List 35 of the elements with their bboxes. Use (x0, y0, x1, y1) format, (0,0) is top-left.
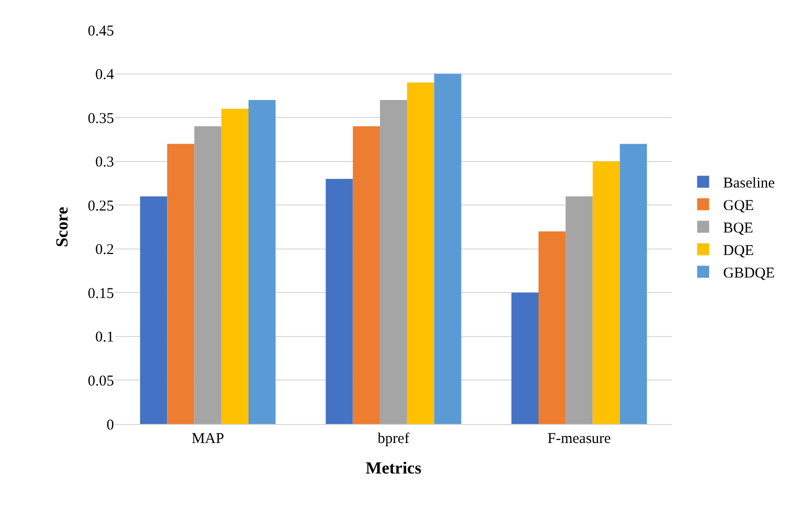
legend-label: Baseline (723, 176, 776, 192)
bar (407, 82, 434, 424)
bar (511, 292, 539, 424)
bar (380, 100, 408, 424)
bar (248, 100, 276, 424)
y-axis-title: Score (52, 206, 72, 248)
x-tick-label: bpref (378, 431, 410, 447)
bar (592, 161, 620, 424)
x-axis-title: Metrics (366, 458, 422, 478)
y-tick-label: 0.2 (95, 242, 114, 258)
bar (326, 178, 353, 424)
legend-label: BQE (723, 220, 754, 237)
y-tick-label: 0 (106, 417, 114, 434)
bar (620, 144, 647, 424)
y-tick-label: 0.1 (95, 330, 114, 346)
y-tick-label: 0.15 (88, 286, 114, 302)
bar (538, 231, 566, 424)
bar (140, 196, 168, 424)
bar (167, 144, 194, 424)
bar (352, 126, 380, 424)
legend-label: DQE (723, 243, 754, 260)
x-tick-label: F-measure (548, 431, 612, 447)
y-tick-label: 0.35 (88, 110, 114, 127)
bar (434, 74, 462, 424)
y-tick-label: 0.05 (88, 373, 114, 390)
y-tick-label: 0.3 (95, 154, 114, 171)
legend-label: GQE (723, 198, 754, 214)
bar (194, 126, 222, 424)
y-tick-label: 0.4 (95, 67, 114, 84)
y-tick-label: 0.25 (88, 198, 114, 214)
bar (221, 108, 248, 424)
legend-label: GBDQE (723, 266, 775, 282)
x-tick-label: MAP (192, 431, 224, 447)
bar (566, 196, 593, 424)
y-tick-label: 0.45 (88, 23, 114, 40)
